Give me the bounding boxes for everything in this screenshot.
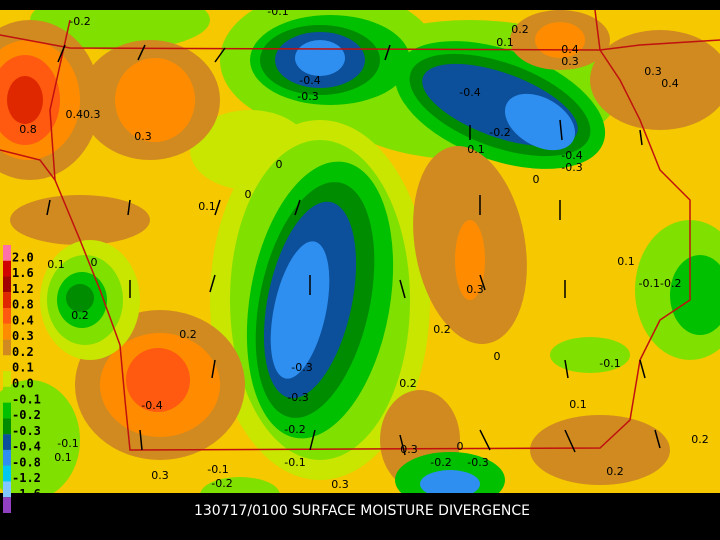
contour-label: -0.4 — [141, 399, 162, 412]
contour-label: 0.2 — [691, 433, 709, 446]
contour-label: 0.1 — [467, 143, 485, 156]
legend-label: -0.4 — [12, 440, 41, 454]
contour-label: -0.2 — [489, 126, 510, 139]
legend-swatch — [3, 355, 11, 372]
legend-label: -2.0 — [12, 503, 41, 517]
contour-label: -0.4 — [561, 149, 582, 162]
contour-label: 0 — [91, 256, 98, 269]
legend-label: 1.6 — [12, 266, 34, 280]
contour-label: -0.1 — [599, 357, 620, 370]
contour-label: 0.2 — [433, 323, 451, 336]
legend-swatch — [3, 339, 11, 356]
legend-swatch — [3, 449, 11, 466]
contour-label: 0.1 — [47, 258, 65, 271]
contour-label: 0.2 — [399, 377, 417, 390]
legend-label: -0.2 — [12, 408, 41, 422]
contour-label: 0.1 — [617, 255, 635, 268]
contour-label: 0.3 — [561, 55, 579, 68]
legend-label: -0.8 — [12, 455, 41, 469]
legend-swatch — [3, 323, 11, 340]
legend-swatch — [3, 402, 11, 419]
contour-label: 0.1 — [496, 36, 514, 49]
legend-swatch — [3, 308, 11, 324]
contour-label: -0.4 — [459, 86, 480, 99]
caption: 130717/0100 SURFACE MOISTURE DIVERGENCE — [194, 503, 530, 519]
contour-label: -0.3 — [297, 90, 318, 103]
contour-label: -0.3 — [561, 161, 582, 174]
legend-swatch — [3, 465, 11, 482]
contour-label: 0.4 — [561, 43, 579, 56]
contour-label: 0 — [457, 440, 464, 453]
contour-label: -0.2 — [69, 15, 90, 28]
contour-label: 0.2 — [606, 465, 624, 478]
legend-swatch — [3, 497, 11, 513]
contour-label: -0.1 — [207, 463, 228, 476]
contour-label: 0.2 — [71, 309, 89, 322]
legend-label: 0.8 — [12, 298, 34, 312]
contour-label: -0.2 — [430, 456, 451, 469]
contour-label: 0 — [533, 173, 540, 186]
contour-label: 0.3 — [134, 130, 152, 143]
contour-label: 0.2 — [511, 23, 529, 36]
contour-label: 0.1 — [198, 200, 216, 213]
legend-swatch — [3, 292, 11, 309]
legend-label: -0.1 — [12, 392, 41, 406]
contour-label: -0.1-0.2 — [639, 277, 682, 290]
legend-swatch — [3, 418, 11, 435]
legend-swatch — [3, 386, 11, 403]
legend-label: 0.2 — [12, 345, 34, 359]
legend-label: 0.1 — [12, 361, 34, 375]
contour-label: 0.8 — [19, 123, 37, 136]
legend-label: 0.0 — [12, 377, 34, 391]
contour-label: 0.3 — [331, 478, 349, 491]
contour-label: 0.3 — [644, 65, 662, 78]
legend-swatch — [3, 260, 11, 277]
contour-label: 0.1 — [54, 451, 72, 464]
contour-label: 0.1 — [569, 398, 587, 411]
contour-label: -0.3 — [291, 361, 312, 374]
contour-labels: -0.2-0.10.20.10.40.30.40.3-0.4-0.3 -0.4-0… — [19, 5, 709, 491]
contour-label: -0.1 — [267, 5, 288, 18]
contour-label: 0.4 — [661, 77, 679, 90]
legend-swatch — [3, 276, 11, 293]
contour-label: 0.3 — [466, 283, 484, 296]
legend-label: 0.3 — [12, 329, 34, 343]
contour-label: 0 — [276, 158, 283, 171]
contour-label: -0.1 — [284, 456, 305, 469]
contour-label: 0.3 — [151, 469, 169, 482]
contour-label: 0 — [494, 350, 501, 363]
state-borders — [0, 10, 720, 451]
contour-label: -0.2 — [284, 423, 305, 436]
legend-swatch — [3, 481, 11, 498]
legend-swatch — [3, 371, 11, 387]
legend-label: 2.0 — [12, 250, 34, 264]
legend: 2.0 1.6 1.2 0.80.4 0.3 0.2 0.1 0.0-0.1 -0.2 -0.3 -… — [3, 245, 41, 517]
contour-field — [0, 10, 720, 493]
contour-label: 0.40.3 — [66, 108, 101, 121]
legend-swatch — [3, 434, 11, 450]
contour-label: -0.1 — [57, 437, 78, 450]
contour-label: -0.3 — [467, 456, 488, 469]
legend-label: 1.2 — [12, 282, 34, 296]
wind-barbs — [46, 44, 661, 456]
contour-label: 0.2 — [179, 328, 197, 341]
contour-label: 0.3 — [400, 443, 418, 456]
legend-label: 0.4 — [12, 313, 34, 327]
legend-swatch — [3, 245, 11, 261]
contour-label: 0 — [245, 188, 252, 201]
legend-label: -1.6 — [12, 487, 41, 501]
legend-label: -1.2 — [12, 471, 41, 485]
contour-label: -0.2 — [211, 477, 232, 490]
contour-label: -0.3 — [287, 391, 308, 404]
contour-label: -0.4 — [299, 74, 320, 87]
legend-label: -0.3 — [12, 424, 41, 438]
